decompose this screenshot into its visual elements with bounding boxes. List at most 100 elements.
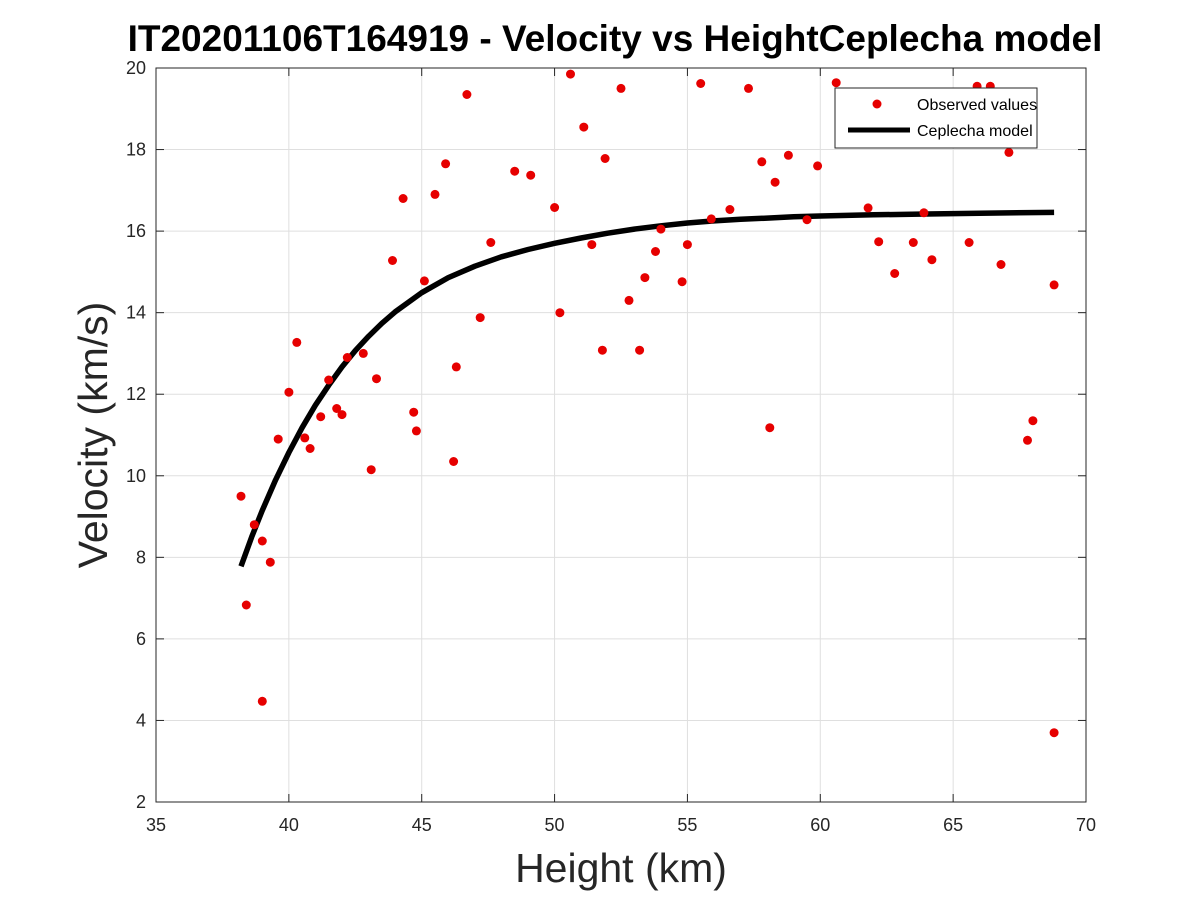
observed-point <box>430 189 440 199</box>
chart-title: IT20201106T164919 - Velocity vs HeightCe… <box>128 18 1103 59</box>
observed-point <box>624 295 634 305</box>
y-tick-label: 18 <box>126 140 146 160</box>
observed-point <box>409 407 419 417</box>
observed-point <box>265 557 275 567</box>
observed-point <box>813 161 823 171</box>
observed-point <box>677 277 687 287</box>
legend-box <box>834 87 1038 149</box>
x-tick-label: 60 <box>810 815 830 835</box>
observed-point <box>358 348 368 358</box>
y-tick-label: 20 <box>126 58 146 78</box>
observed-point <box>300 433 310 443</box>
observed-point <box>635 345 645 355</box>
observed-point <box>257 696 267 706</box>
observed-point <box>908 238 918 247</box>
y-tick-label: 16 <box>126 221 146 241</box>
y-axis-ticks: 2 4 6 8 10 12 14 16 18 20 <box>126 58 1086 812</box>
observed-point <box>372 374 381 384</box>
observed-point <box>305 444 315 453</box>
observed-point <box>324 375 334 385</box>
ceplecha-model-line <box>238 209 1055 568</box>
observed-point <box>462 90 472 99</box>
observed-point <box>996 260 1006 269</box>
observed-point <box>587 240 597 250</box>
y-tick-label: 6 <box>136 629 146 649</box>
x-tick-label: 45 <box>412 815 432 835</box>
observed-point <box>696 79 706 88</box>
legend-observed-label: Observed values <box>917 97 1037 114</box>
observed-point <box>927 255 937 265</box>
observed-point <box>316 412 326 422</box>
observed-point <box>555 308 565 318</box>
observed-point <box>475 313 485 323</box>
observed-point <box>651 247 660 256</box>
observed-point <box>1028 416 1038 426</box>
observed-point <box>919 208 929 218</box>
observed-point <box>1049 280 1059 290</box>
observed-point <box>249 520 259 530</box>
observed-point <box>366 465 376 475</box>
observed-point <box>550 203 560 212</box>
observed-point <box>579 122 589 132</box>
observed-point <box>757 157 767 167</box>
observed-point <box>597 345 607 355</box>
y-tick-label: 10 <box>126 466 146 486</box>
y-tick-label: 14 <box>126 303 146 323</box>
x-tick-label: 40 <box>279 815 299 835</box>
observed-point <box>273 434 283 444</box>
observed-point <box>765 423 775 433</box>
legend[interactable]: Observed values Ceplecha model <box>834 87 1038 149</box>
x-axis-label: Height (km) <box>515 845 727 891</box>
observed-point <box>419 276 429 286</box>
observed-point <box>388 256 397 265</box>
observed-point <box>241 600 251 610</box>
x-tick-label: 35 <box>146 815 166 835</box>
observed-point <box>874 237 884 247</box>
x-tick-label: 70 <box>1076 815 1096 835</box>
observed-point <box>284 387 294 397</box>
observed-point <box>1049 728 1059 738</box>
observed-point <box>744 83 753 93</box>
observed-point <box>725 205 735 214</box>
y-tick-label: 8 <box>136 547 146 567</box>
legend-model-label: Ceplecha model <box>917 123 1033 140</box>
observed-point <box>510 166 520 176</box>
observed-point <box>486 238 496 247</box>
y-tick-label: 4 <box>136 710 146 730</box>
observed-point <box>449 457 459 466</box>
observed-point <box>257 536 267 546</box>
observed-point <box>337 410 347 420</box>
observed-point <box>398 194 408 203</box>
observed-point <box>802 215 812 225</box>
x-axis-ticks: 35 40 45 50 55 60 65 70 <box>146 68 1096 835</box>
observed-point <box>566 69 575 79</box>
observed-point <box>770 177 780 187</box>
observed-point <box>1023 435 1032 445</box>
x-tick-label: 65 <box>943 815 963 835</box>
observed-point <box>342 353 352 362</box>
observed-point <box>863 203 873 213</box>
observed-point <box>411 426 421 436</box>
observed-point <box>682 240 692 250</box>
observed-point <box>640 273 650 283</box>
observed-point <box>292 337 302 347</box>
observed-point <box>706 214 716 224</box>
observed-point <box>783 150 793 160</box>
observed-point <box>656 224 666 234</box>
x-tick-label: 50 <box>545 815 565 835</box>
observed-values-layer <box>236 69 1059 738</box>
observed-point <box>616 83 626 93</box>
observed-point <box>831 78 841 88</box>
y-axis-label: Velocity (km/s) <box>70 302 116 569</box>
y-tick-label: 12 <box>126 384 146 404</box>
plot-area <box>156 68 1086 802</box>
observed-point <box>964 238 974 247</box>
observed-point <box>1004 147 1014 157</box>
observed-point <box>526 170 536 180</box>
observed-point <box>332 404 342 413</box>
x-tick-label: 55 <box>677 815 697 835</box>
plot-frame <box>155 67 1087 803</box>
observed-point <box>600 154 610 163</box>
observed-point <box>890 269 900 278</box>
